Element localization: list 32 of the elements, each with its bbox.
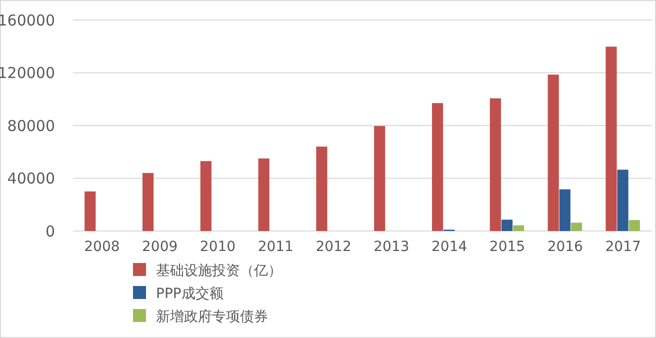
bar — [142, 172, 154, 231]
legend-label: 基础设施投资（亿） — [156, 262, 282, 279]
legend-label: PPP成交额 — [156, 286, 224, 302]
bar — [617, 170, 628, 231]
bar — [490, 98, 501, 231]
bar — [374, 126, 386, 231]
y-tick-label: 80000 — [7, 116, 55, 135]
bar — [258, 158, 270, 231]
x-tick-label: 2012 — [316, 239, 352, 255]
x-tick-label: 2017 — [605, 239, 641, 255]
bar — [432, 103, 444, 231]
bar — [513, 225, 524, 231]
y-tick-label: 40000 — [7, 170, 55, 188]
y-tick-label: 0 — [45, 222, 55, 240]
legend-label: 新增政府专项债券 — [156, 308, 268, 325]
bar — [559, 189, 570, 231]
x-tick-label: 2009 — [142, 239, 178, 255]
bar — [84, 191, 96, 231]
x-tick-label: 2015 — [489, 239, 526, 255]
x-tick-label: 2008 — [84, 239, 120, 255]
bar — [316, 146, 328, 231]
bar — [501, 220, 513, 231]
bar — [628, 220, 640, 231]
bar — [606, 46, 617, 231]
x-tick-label: 2010 — [200, 239, 236, 255]
bar — [200, 161, 212, 231]
x-tick-label: 2013 — [374, 239, 410, 255]
x-tick-label: 2011 — [258, 239, 294, 255]
x-tick-label: 2016 — [547, 239, 584, 255]
bar — [548, 74, 559, 231]
x-tick-label: 2014 — [432, 239, 468, 255]
bar — [570, 222, 582, 231]
